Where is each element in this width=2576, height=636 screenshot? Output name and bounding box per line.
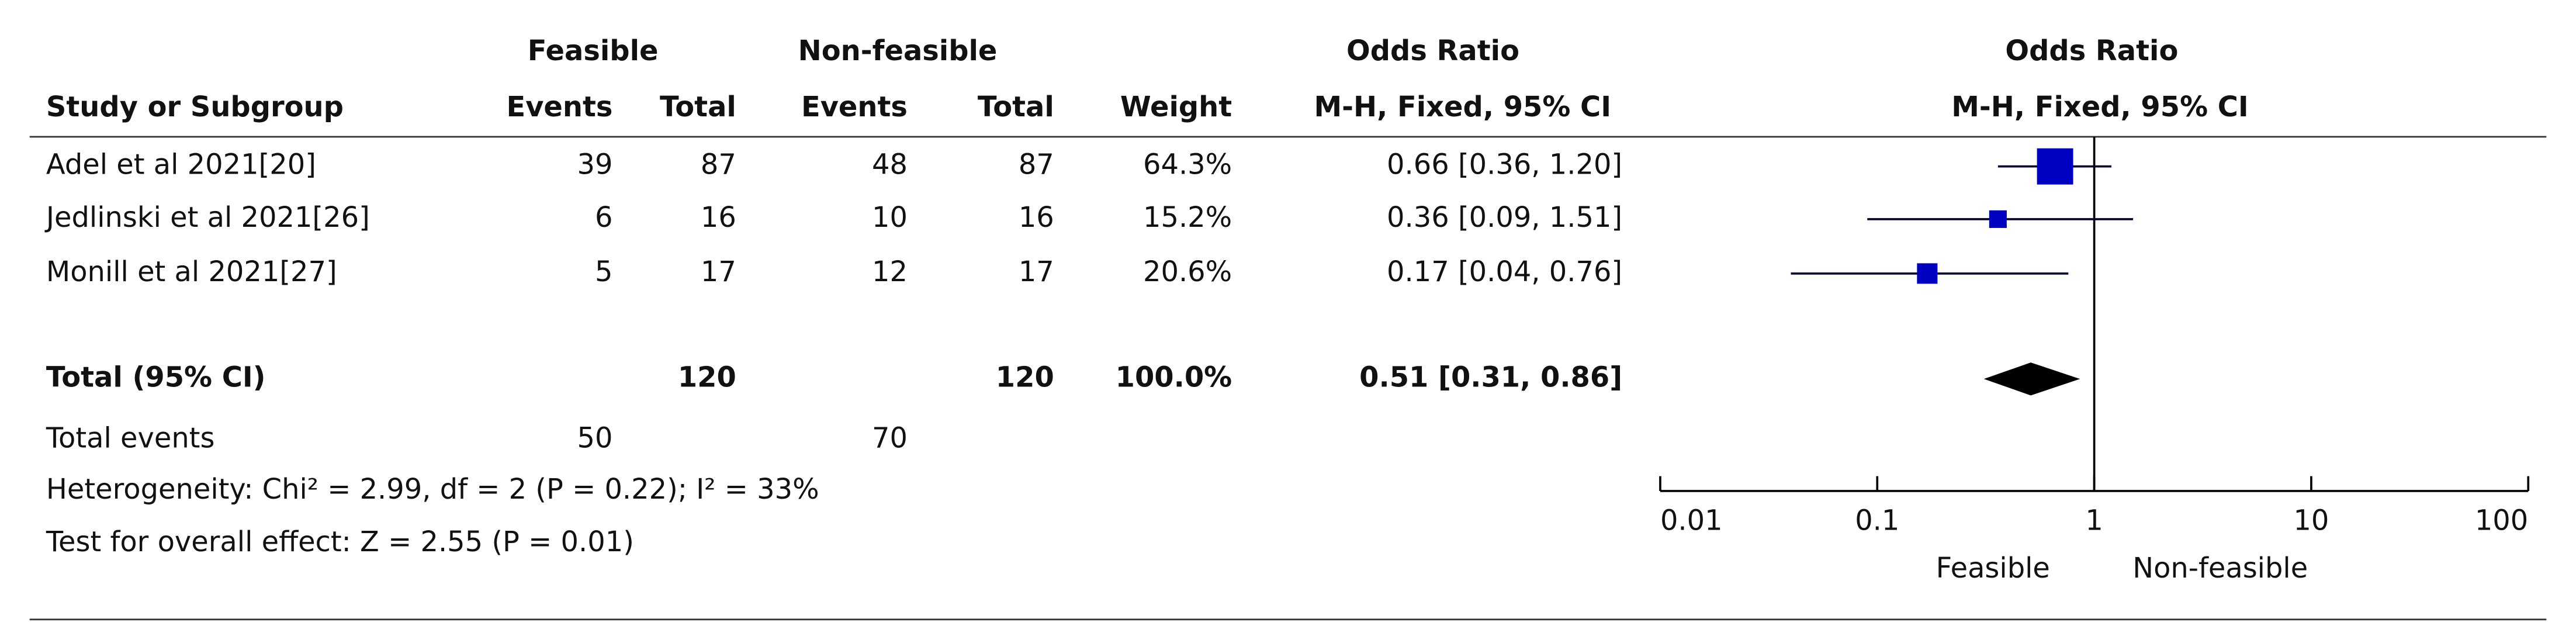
- group-header: Non-feasible: [798, 35, 998, 67]
- column-header: M-H, Fixed, 95% CI: [1951, 91, 2249, 123]
- axis-label-right: Non-feasible: [2132, 552, 2308, 585]
- total-events-name: Total events: [46, 423, 215, 455]
- group-header: Feasible: [528, 35, 659, 67]
- study-name: Adel et al 2021[20]: [46, 149, 316, 181]
- overall-effect: Test for overall effect: Z = 2.55 (P = 0…: [46, 526, 634, 558]
- study-weight-label: 20.6%: [1143, 256, 1232, 288]
- study-events-1: 39: [577, 149, 612, 181]
- total-events-1: 50: [577, 423, 612, 455]
- column-header: Total: [660, 91, 736, 123]
- summary-diamond: [1983, 362, 2080, 396]
- study-total-1: 17: [701, 256, 736, 288]
- heterogeneity: Heterogeneity: Chi² = 2.99, df = 2 (P = …: [46, 473, 819, 506]
- column-header: Study or Subgroup: [46, 91, 344, 123]
- study-events-1: 5: [595, 256, 612, 288]
- study-total-1: 87: [701, 149, 736, 181]
- weight-square: [1917, 263, 1938, 284]
- study-or-label: 0.36 [0.09, 1.51]: [1387, 202, 1622, 234]
- study-events-2: 12: [872, 256, 908, 288]
- total-events-2: 70: [872, 423, 908, 455]
- total-weight: 100.0%: [1116, 361, 1232, 393]
- study-total-2: 16: [1019, 202, 1054, 234]
- column-header: Events: [801, 91, 908, 123]
- study-total-2: 87: [1019, 149, 1054, 181]
- study-events-2: 10: [872, 202, 908, 234]
- total-name: Total (95% CI): [46, 361, 266, 393]
- total-or: 0.51 [0.31, 0.86]: [1359, 361, 1622, 393]
- x-tick-label: 1: [2085, 504, 2103, 537]
- x-tick-label: 100: [2475, 504, 2528, 537]
- column-header: Events: [506, 91, 612, 123]
- study-events-1: 6: [595, 202, 612, 234]
- study-total-1: 16: [701, 202, 736, 234]
- study-weight-label: 15.2%: [1143, 202, 1232, 234]
- group-header: Odds Ratio: [1346, 35, 1519, 67]
- study-name: Monill et al 2021[27]: [46, 256, 337, 288]
- column-header: M-H, Fixed, 95% CI: [1314, 91, 1611, 123]
- study-total-2: 17: [1019, 256, 1054, 288]
- axis-label-left: Feasible: [1936, 552, 2050, 585]
- study-name: Jedlinski et al 2021[26]: [44, 202, 370, 234]
- weight-square: [1989, 210, 2007, 228]
- x-tick-label: 0.1: [1855, 504, 1899, 537]
- total-1: 120: [678, 361, 736, 393]
- study-or-label: 0.17 [0.04, 0.76]: [1387, 256, 1622, 288]
- study-or-label: 0.66 [0.36, 1.20]: [1387, 149, 1622, 181]
- x-tick-label: 0.01: [1660, 504, 1723, 537]
- group-header: Odds Ratio: [2005, 35, 2178, 67]
- study-events-2: 48: [872, 149, 908, 181]
- column-header: Total: [978, 91, 1054, 123]
- study-weight-label: 64.3%: [1143, 149, 1232, 181]
- x-tick-label: 10: [2293, 504, 2329, 537]
- weight-square: [2037, 148, 2073, 185]
- column-header: Weight: [1120, 91, 1232, 123]
- total-2: 120: [996, 361, 1054, 393]
